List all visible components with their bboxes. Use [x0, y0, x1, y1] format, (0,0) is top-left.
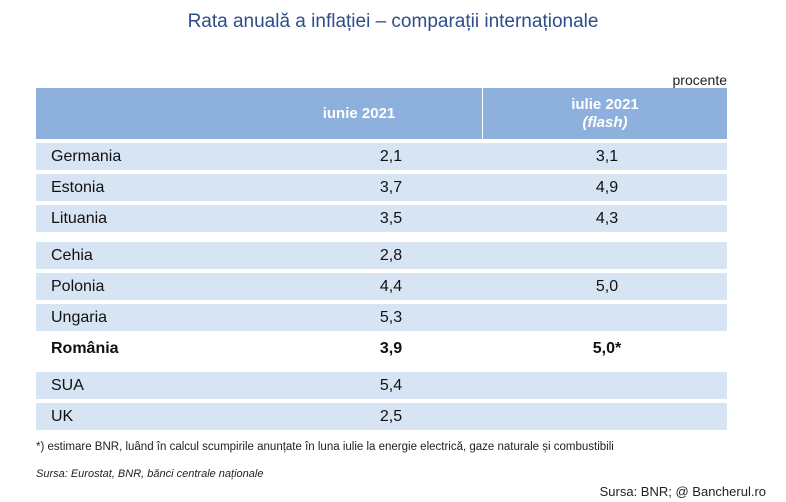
table-row: Estonia 3,7 4,9 — [36, 174, 727, 201]
june-value: 5,4 — [379, 376, 403, 394]
header-july-flash: (flash) — [582, 113, 628, 131]
country-cell: Cehia — [51, 246, 93, 264]
header-country-cell — [36, 88, 236, 139]
header-divider — [482, 88, 483, 139]
table-row: Polonia 4,4 5,0 — [36, 273, 727, 300]
country-cell: Lituania — [51, 209, 108, 227]
inflation-table: iunie 2021 iulie 2021 (flash) Germania 2… — [36, 88, 727, 430]
june-value: 3,9 — [379, 339, 403, 357]
june-value: 4,4 — [379, 277, 403, 295]
july-value: 4,3 — [595, 209, 619, 227]
source-note: Sursa: Eurostat, BNR, bănci centrale naț… — [36, 468, 264, 480]
page-title: Rata anuală a inflației – comparații int… — [187, 11, 599, 32]
table-row: UK 2,5 — [36, 403, 727, 430]
table-header: iunie 2021 iulie 2021 (flash) — [36, 88, 727, 139]
june-value: 3,5 — [379, 209, 403, 227]
country-cell: SUA — [51, 376, 84, 394]
group-gap — [36, 362, 727, 368]
july-value: 5,0 — [595, 277, 619, 295]
country-cell: Estonia — [51, 178, 105, 196]
table-row: SUA 5,4 — [36, 372, 727, 399]
june-value: 5,3 — [379, 308, 403, 326]
june-value: 3,7 — [379, 178, 403, 196]
july-value: 3,1 — [595, 147, 619, 165]
table-row: Germania 2,1 3,1 — [36, 143, 727, 170]
header-june: iunie 2021 — [322, 105, 396, 122]
credit-note: Sursa: BNR; @ Bancherul.ro — [599, 484, 766, 499]
july-value: 4,9 — [595, 178, 619, 196]
july-value: 5,0* — [592, 339, 622, 357]
table-row: Cehia 2,8 — [36, 242, 727, 269]
country-cell: UK — [51, 407, 74, 425]
table-row: Lituania 3,5 4,3 — [36, 205, 727, 232]
country-cell: Ungaria — [51, 308, 108, 326]
table-row-highlight: România 3,9 5,0* — [36, 335, 727, 362]
june-value: 2,5 — [379, 407, 403, 425]
header-july-label: iulie 2021 — [571, 95, 639, 113]
june-value: 2,8 — [379, 246, 403, 264]
table-row: Ungaria 5,3 — [36, 304, 727, 331]
group-gap — [36, 232, 727, 238]
header-july: iulie 2021 (flash) — [483, 88, 727, 139]
unit-label: procente — [672, 72, 727, 88]
country-cell: România — [51, 339, 119, 357]
footnote: *) estimare BNR, luând în calcul scumpir… — [36, 441, 614, 453]
june-value: 2,1 — [379, 147, 403, 165]
country-cell: Polonia — [51, 277, 105, 295]
country-cell: Germania — [51, 147, 122, 165]
